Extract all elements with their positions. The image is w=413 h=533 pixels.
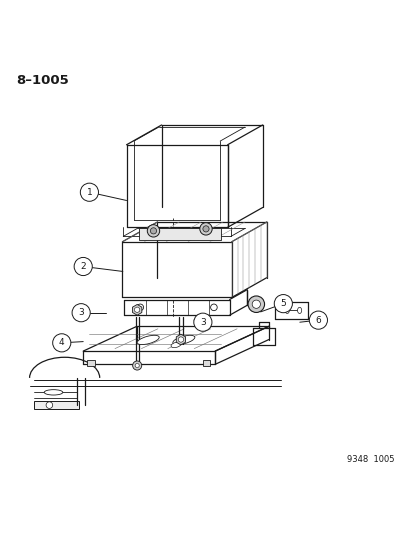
- Text: 3: 3: [199, 318, 205, 327]
- Circle shape: [273, 295, 292, 313]
- Circle shape: [80, 183, 98, 201]
- FancyBboxPatch shape: [87, 360, 95, 366]
- Ellipse shape: [297, 308, 301, 313]
- Circle shape: [52, 334, 71, 352]
- Circle shape: [46, 402, 52, 408]
- Circle shape: [132, 361, 141, 370]
- Ellipse shape: [44, 390, 63, 395]
- Text: 3: 3: [78, 308, 84, 317]
- Text: 5: 5: [280, 299, 285, 308]
- Circle shape: [202, 226, 209, 232]
- Text: 4: 4: [59, 338, 64, 348]
- Circle shape: [199, 223, 212, 235]
- Circle shape: [309, 311, 327, 329]
- FancyBboxPatch shape: [138, 228, 220, 240]
- Ellipse shape: [171, 342, 180, 348]
- Circle shape: [150, 228, 156, 234]
- Circle shape: [137, 304, 143, 311]
- Text: 6: 6: [315, 316, 320, 325]
- Text: 1: 1: [86, 188, 92, 197]
- Circle shape: [210, 304, 217, 311]
- Circle shape: [247, 296, 264, 312]
- Ellipse shape: [285, 308, 289, 313]
- Ellipse shape: [173, 335, 195, 344]
- Circle shape: [147, 225, 159, 237]
- Text: 8–1005: 8–1005: [17, 74, 69, 87]
- Text: 9348  1005: 9348 1005: [347, 455, 394, 464]
- Text: 2: 2: [80, 262, 86, 271]
- Ellipse shape: [137, 335, 159, 344]
- Circle shape: [135, 364, 139, 368]
- FancyBboxPatch shape: [33, 401, 79, 409]
- Circle shape: [72, 304, 90, 322]
- FancyBboxPatch shape: [202, 360, 210, 366]
- Circle shape: [193, 313, 211, 332]
- Circle shape: [252, 300, 260, 308]
- Circle shape: [74, 257, 92, 276]
